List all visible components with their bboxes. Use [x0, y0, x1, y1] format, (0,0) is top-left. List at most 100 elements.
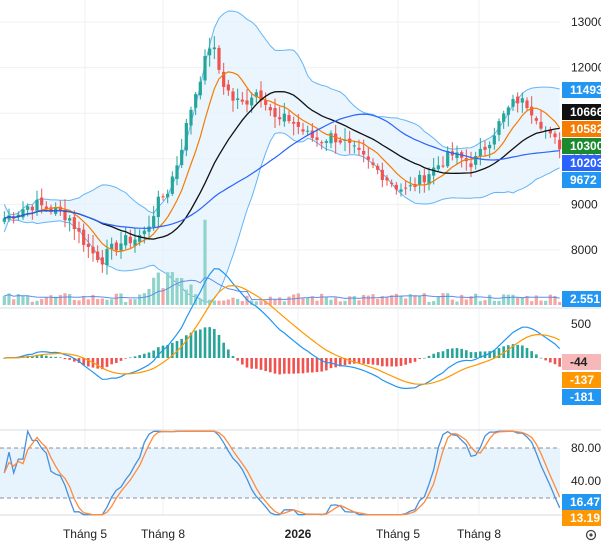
volume-bar — [72, 299, 76, 305]
candle — [245, 89, 249, 113]
price-tick-label: 8000 — [571, 243, 598, 257]
macd-histogram-bar — [87, 358, 90, 367]
candle — [119, 231, 123, 259]
volume-bar — [516, 297, 520, 305]
macd-histogram-bar — [194, 330, 197, 358]
volume-bar — [114, 293, 118, 305]
macd-histogram-bar — [152, 350, 155, 358]
macd-histogram-bar — [255, 358, 258, 369]
candle — [338, 136, 342, 145]
candle — [511, 94, 515, 111]
macd-histogram-bar — [189, 332, 193, 358]
x-tick-label: Tháng 5 — [376, 527, 420, 541]
candle — [240, 91, 244, 105]
volume-bar — [180, 277, 184, 305]
volume-bar — [548, 294, 552, 305]
macd-histogram-bar — [185, 335, 188, 358]
volume-bar — [436, 296, 440, 305]
macd-histogram-bar — [362, 358, 365, 364]
candle — [376, 163, 380, 175]
price-marker: 10666 — [562, 104, 601, 120]
volume-ma-line — [4, 276, 560, 301]
volume-bar — [464, 299, 468, 305]
macd-histogram-bar — [245, 358, 249, 368]
macd-histogram-bar — [493, 350, 496, 358]
macd-line — [4, 268, 561, 390]
candle — [198, 76, 202, 100]
volume-bar — [268, 296, 272, 305]
volume-bar — [334, 297, 338, 305]
macd-histogram-bar — [292, 358, 295, 374]
volume-bar — [492, 300, 496, 305]
macd-histogram-bar — [49, 356, 53, 358]
volume-bar — [142, 293, 146, 305]
candle — [30, 204, 34, 220]
macd-histogram-bar — [483, 351, 487, 358]
volume-bar — [100, 298, 104, 305]
macd-histogram-bar — [73, 358, 76, 362]
volume-bar — [40, 299, 44, 305]
volume-bar — [520, 297, 524, 305]
price-tick-label: 13000 — [571, 15, 601, 29]
volume-bar — [189, 284, 193, 305]
gear-icon[interactable] — [585, 529, 597, 541]
svg-text:9672: 9672 — [570, 173, 597, 187]
macd-histogram-bar — [133, 356, 137, 358]
volume-bar — [212, 300, 216, 305]
volume-bar — [366, 295, 370, 305]
macd-histogram-bar — [236, 358, 239, 361]
candle — [366, 147, 370, 169]
macd-histogram-bar — [367, 358, 370, 365]
macd-histogram-bar — [451, 348, 454, 358]
x-tick-label: 2026 — [285, 527, 312, 541]
svg-text:-137: -137 — [570, 373, 594, 387]
macd-histogram-bar — [59, 357, 62, 359]
stochastic-d-line — [3, 430, 561, 516]
macd-signal-line — [4, 284, 560, 385]
stochastic-tick-label: 40.00 — [571, 474, 601, 488]
svg-text:13.19: 13.19 — [570, 511, 600, 525]
volume-bar — [553, 295, 557, 305]
svg-text:10582: 10582 — [570, 122, 601, 136]
candle — [422, 168, 426, 193]
volume-bar — [184, 289, 188, 305]
candle — [516, 92, 520, 113]
volume-bar — [296, 293, 300, 305]
candle — [394, 181, 398, 195]
macd-histogram-bar — [441, 351, 445, 358]
macd-histogram-bar — [143, 353, 146, 358]
macd-histogram-bar — [460, 348, 463, 358]
volume-bar — [310, 296, 314, 305]
macd-histogram-bar — [110, 358, 113, 365]
macd-panel[interactable] — [3, 268, 561, 390]
volume-bar — [362, 294, 366, 305]
volume-bar — [427, 301, 431, 305]
candle — [404, 181, 408, 195]
volume-bar — [273, 299, 277, 305]
candle — [278, 106, 282, 126]
volume-bar — [58, 295, 62, 305]
volume-bar — [30, 301, 34, 305]
volume-bar — [460, 294, 464, 305]
volume-bar — [502, 294, 506, 305]
price-tick-label: 12000 — [571, 61, 601, 75]
svg-text:2.551: 2.551 — [570, 292, 600, 306]
macd-histogram-bar — [264, 358, 267, 372]
macd-histogram-bar — [175, 341, 179, 358]
macd-histogram-bar — [479, 351, 482, 358]
volume-bar — [119, 293, 123, 305]
candle — [553, 130, 557, 144]
candle — [427, 167, 431, 191]
macd-histogram-bar — [474, 352, 477, 358]
macd-histogram-bar — [199, 329, 202, 358]
macd-histogram-bar — [231, 356, 235, 358]
candle — [530, 96, 534, 124]
candle — [380, 162, 384, 188]
price-panel[interactable] — [2, 10, 562, 305]
volume-bar — [156, 272, 160, 305]
price-marker: 9672 — [562, 172, 601, 188]
stochastic-panel[interactable] — [0, 429, 561, 516]
price-markers: 11493 10666 10582 10300 10203 9672 2.551 -44 -13… — [562, 82, 601, 526]
volume-bar — [534, 295, 538, 305]
